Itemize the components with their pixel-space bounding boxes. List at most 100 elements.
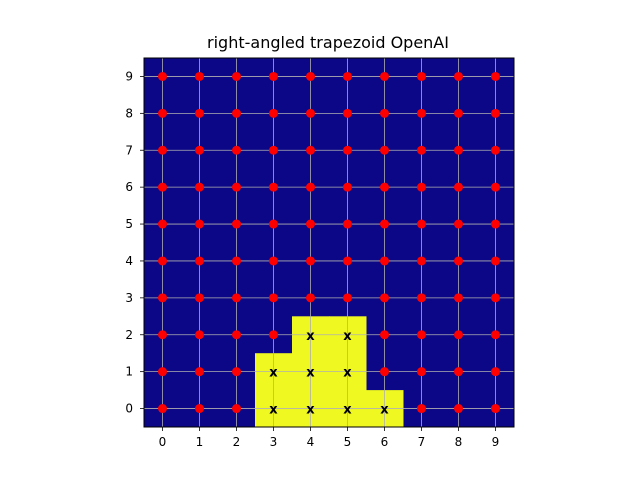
data-point <box>454 146 463 155</box>
data-point <box>343 72 352 81</box>
data-point <box>195 404 204 413</box>
x-marker: x <box>343 329 352 344</box>
data-point <box>454 183 463 192</box>
data-point <box>417 367 426 376</box>
data-point <box>158 146 167 155</box>
data-point <box>195 220 204 229</box>
data-point <box>195 72 204 81</box>
y-tick-label: 2 <box>125 328 133 342</box>
data-point <box>343 293 352 302</box>
x-marker: x <box>306 366 315 381</box>
data-point <box>232 293 241 302</box>
data-point <box>454 330 463 339</box>
data-point <box>380 367 389 376</box>
data-point <box>195 146 204 155</box>
data-point <box>454 109 463 118</box>
data-point <box>491 404 500 413</box>
data-point <box>380 293 389 302</box>
data-point <box>269 293 278 302</box>
data-point <box>195 183 204 192</box>
data-point <box>343 183 352 192</box>
data-point <box>158 220 167 229</box>
data-point <box>380 256 389 265</box>
data-point <box>232 146 241 155</box>
y-tick-label: 5 <box>125 217 133 231</box>
data-point <box>417 72 426 81</box>
data-point <box>232 183 241 192</box>
data-point <box>269 72 278 81</box>
y-tick-label: 6 <box>125 180 133 194</box>
y-tick-label: 4 <box>125 254 133 268</box>
data-point <box>269 183 278 192</box>
data-point <box>417 256 426 265</box>
data-point <box>232 367 241 376</box>
data-point <box>306 72 315 81</box>
x-tick-label: 8 <box>455 435 463 449</box>
data-point <box>454 404 463 413</box>
data-point <box>158 367 167 376</box>
y-tick-label: 0 <box>125 402 133 416</box>
data-point <box>343 220 352 229</box>
plot-area: x x x x x x x x x 0 1 2 3 4 5 6 7 8 9 0 1 2 3 4 5 6 7 8 9 <box>125 58 514 449</box>
data-point <box>380 72 389 81</box>
y-tick-label: 8 <box>125 106 133 120</box>
data-point <box>454 256 463 265</box>
x-tick-label: 2 <box>233 435 241 449</box>
y-tick-label: 1 <box>125 365 133 379</box>
data-point <box>491 330 500 339</box>
x-tick-label: 1 <box>196 435 204 449</box>
x-marker: x <box>306 329 315 344</box>
data-point <box>158 256 167 265</box>
data-point <box>454 220 463 229</box>
data-point <box>417 404 426 413</box>
data-point <box>343 109 352 118</box>
data-point <box>195 330 204 339</box>
data-point <box>417 293 426 302</box>
y-tick-label: 9 <box>125 69 133 83</box>
data-point <box>306 109 315 118</box>
x-marker: x <box>269 403 278 418</box>
data-point <box>454 293 463 302</box>
x-tick-label: 6 <box>381 435 389 449</box>
data-point <box>195 109 204 118</box>
x-tick-label: 7 <box>418 435 426 449</box>
data-point <box>380 220 389 229</box>
data-point <box>269 330 278 339</box>
y-tick-label: 7 <box>125 143 133 157</box>
data-point <box>491 293 500 302</box>
data-point <box>343 146 352 155</box>
data-point <box>158 330 167 339</box>
data-point <box>158 183 167 192</box>
x-marker: x <box>380 403 389 418</box>
data-point <box>417 146 426 155</box>
data-point <box>269 256 278 265</box>
data-point <box>306 256 315 265</box>
data-point <box>343 256 352 265</box>
x-tick-label: 4 <box>307 435 315 449</box>
x-tick-label: 5 <box>344 435 352 449</box>
data-point <box>417 183 426 192</box>
data-point <box>306 293 315 302</box>
data-point <box>232 220 241 229</box>
chart-title: right-angled trapezoid OpenAI <box>207 33 449 52</box>
data-point <box>380 146 389 155</box>
x-tick-label: 0 <box>159 435 167 449</box>
data-point <box>195 256 204 265</box>
data-point <box>195 293 204 302</box>
data-point <box>491 367 500 376</box>
data-point <box>380 183 389 192</box>
data-point <box>269 220 278 229</box>
data-point <box>195 367 204 376</box>
data-point <box>491 72 500 81</box>
data-point <box>454 367 463 376</box>
data-point <box>232 109 241 118</box>
data-point <box>232 72 241 81</box>
data-point <box>232 330 241 339</box>
data-point <box>158 404 167 413</box>
x-marker: x <box>343 403 352 418</box>
x-tick-label: 9 <box>492 435 500 449</box>
x-marker: x <box>343 366 352 381</box>
data-point <box>491 183 500 192</box>
data-point <box>491 109 500 118</box>
data-point <box>306 183 315 192</box>
